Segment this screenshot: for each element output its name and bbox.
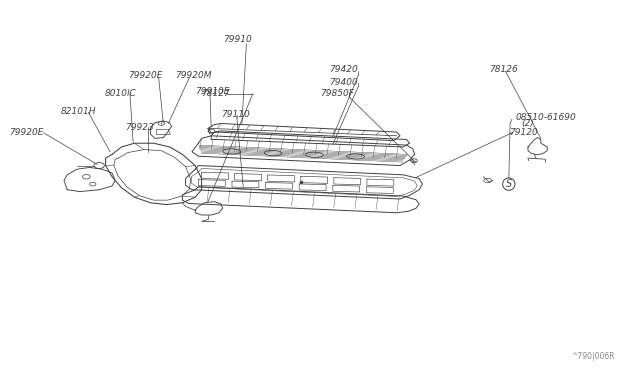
Text: (2): (2) [522,119,534,128]
Text: 79120: 79120 [509,128,538,137]
Text: 79420: 79420 [330,65,358,74]
Text: 82101H: 82101H [61,107,96,116]
Text: 79400: 79400 [330,78,358,87]
Text: 8010lC: 8010lC [104,89,136,97]
Text: 78126: 78126 [490,65,518,74]
Text: 79920M: 79920M [175,71,211,80]
Text: 79920E: 79920E [10,128,44,137]
Text: S: S [506,179,512,189]
Text: 79920E: 79920E [128,71,163,80]
Text: ^790|006R: ^790|006R [571,352,614,361]
Text: 79910: 79910 [223,35,252,44]
Text: 08510-61690: 08510-61690 [515,113,576,122]
Text: 79110: 79110 [221,110,250,119]
Text: 79910E: 79910E [195,87,230,96]
Text: 79923: 79923 [125,123,154,132]
Text: 79850F: 79850F [320,89,354,97]
Text: 78127: 78127 [202,89,230,98]
